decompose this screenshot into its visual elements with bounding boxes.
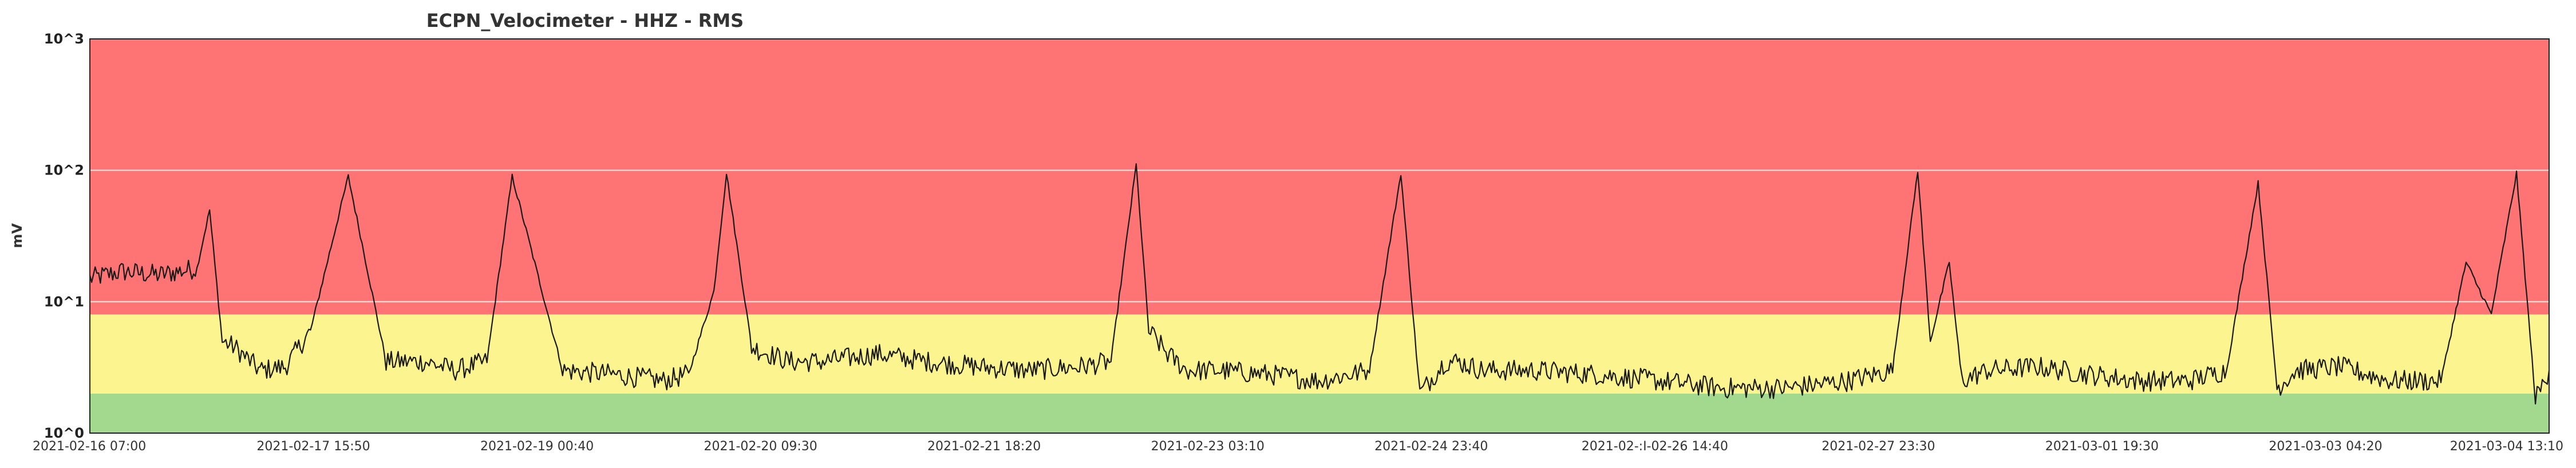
- x-tick-label: 2021-02-:I-02-26 14:40: [1582, 439, 1728, 454]
- x-tick-label: 2021-03-03 04:20: [2269, 439, 2382, 454]
- x-tick-label: 2021-02-17 15:50: [256, 439, 370, 454]
- plot-frame: [89, 38, 2550, 434]
- threshold-band-0: [90, 393, 2549, 433]
- x-tick-label: 2021-02-24 23:40: [1374, 439, 1488, 454]
- x-tick-label: 2021-03-04 13:10: [2450, 439, 2563, 454]
- x-tick-label: 2021-02-20 09:30: [704, 439, 817, 454]
- x-tick-label: 2021-02-19 00:40: [480, 439, 594, 454]
- threshold-bands: [90, 39, 2549, 433]
- data-line-layer: [89, 163, 2550, 404]
- chart-title: ECPN_Velocimeter - HHZ - RMS: [426, 10, 744, 31]
- x-tick-label: 2021-02-27 23:30: [1822, 439, 1935, 454]
- y-tick-label: 10^2: [44, 162, 84, 179]
- x-tick-label: 2021-03-01 19:30: [2045, 439, 2159, 454]
- y-tick-label: 10^1: [44, 294, 84, 310]
- threshold-band-2: [90, 39, 2549, 315]
- x-tick-label: 2021-02-16 07:00: [33, 439, 146, 454]
- y-axis-label: mV: [9, 223, 25, 248]
- x-tick-labels: 2021-02-16 07:00 2021-02-17 15:50 2021-02-…: [33, 439, 2563, 454]
- series-line: [89, 163, 2550, 404]
- x-tick-label: 2021-02-23 03:10: [1151, 439, 1265, 454]
- x-tick-label: 2021-02-21 18:20: [927, 439, 1041, 454]
- y-tick-label: 10^3: [44, 31, 84, 47]
- y-tick-labels: 10^0 10^1 10^2 10^3: [44, 31, 84, 441]
- y-tick-label: 10^0: [44, 425, 84, 441]
